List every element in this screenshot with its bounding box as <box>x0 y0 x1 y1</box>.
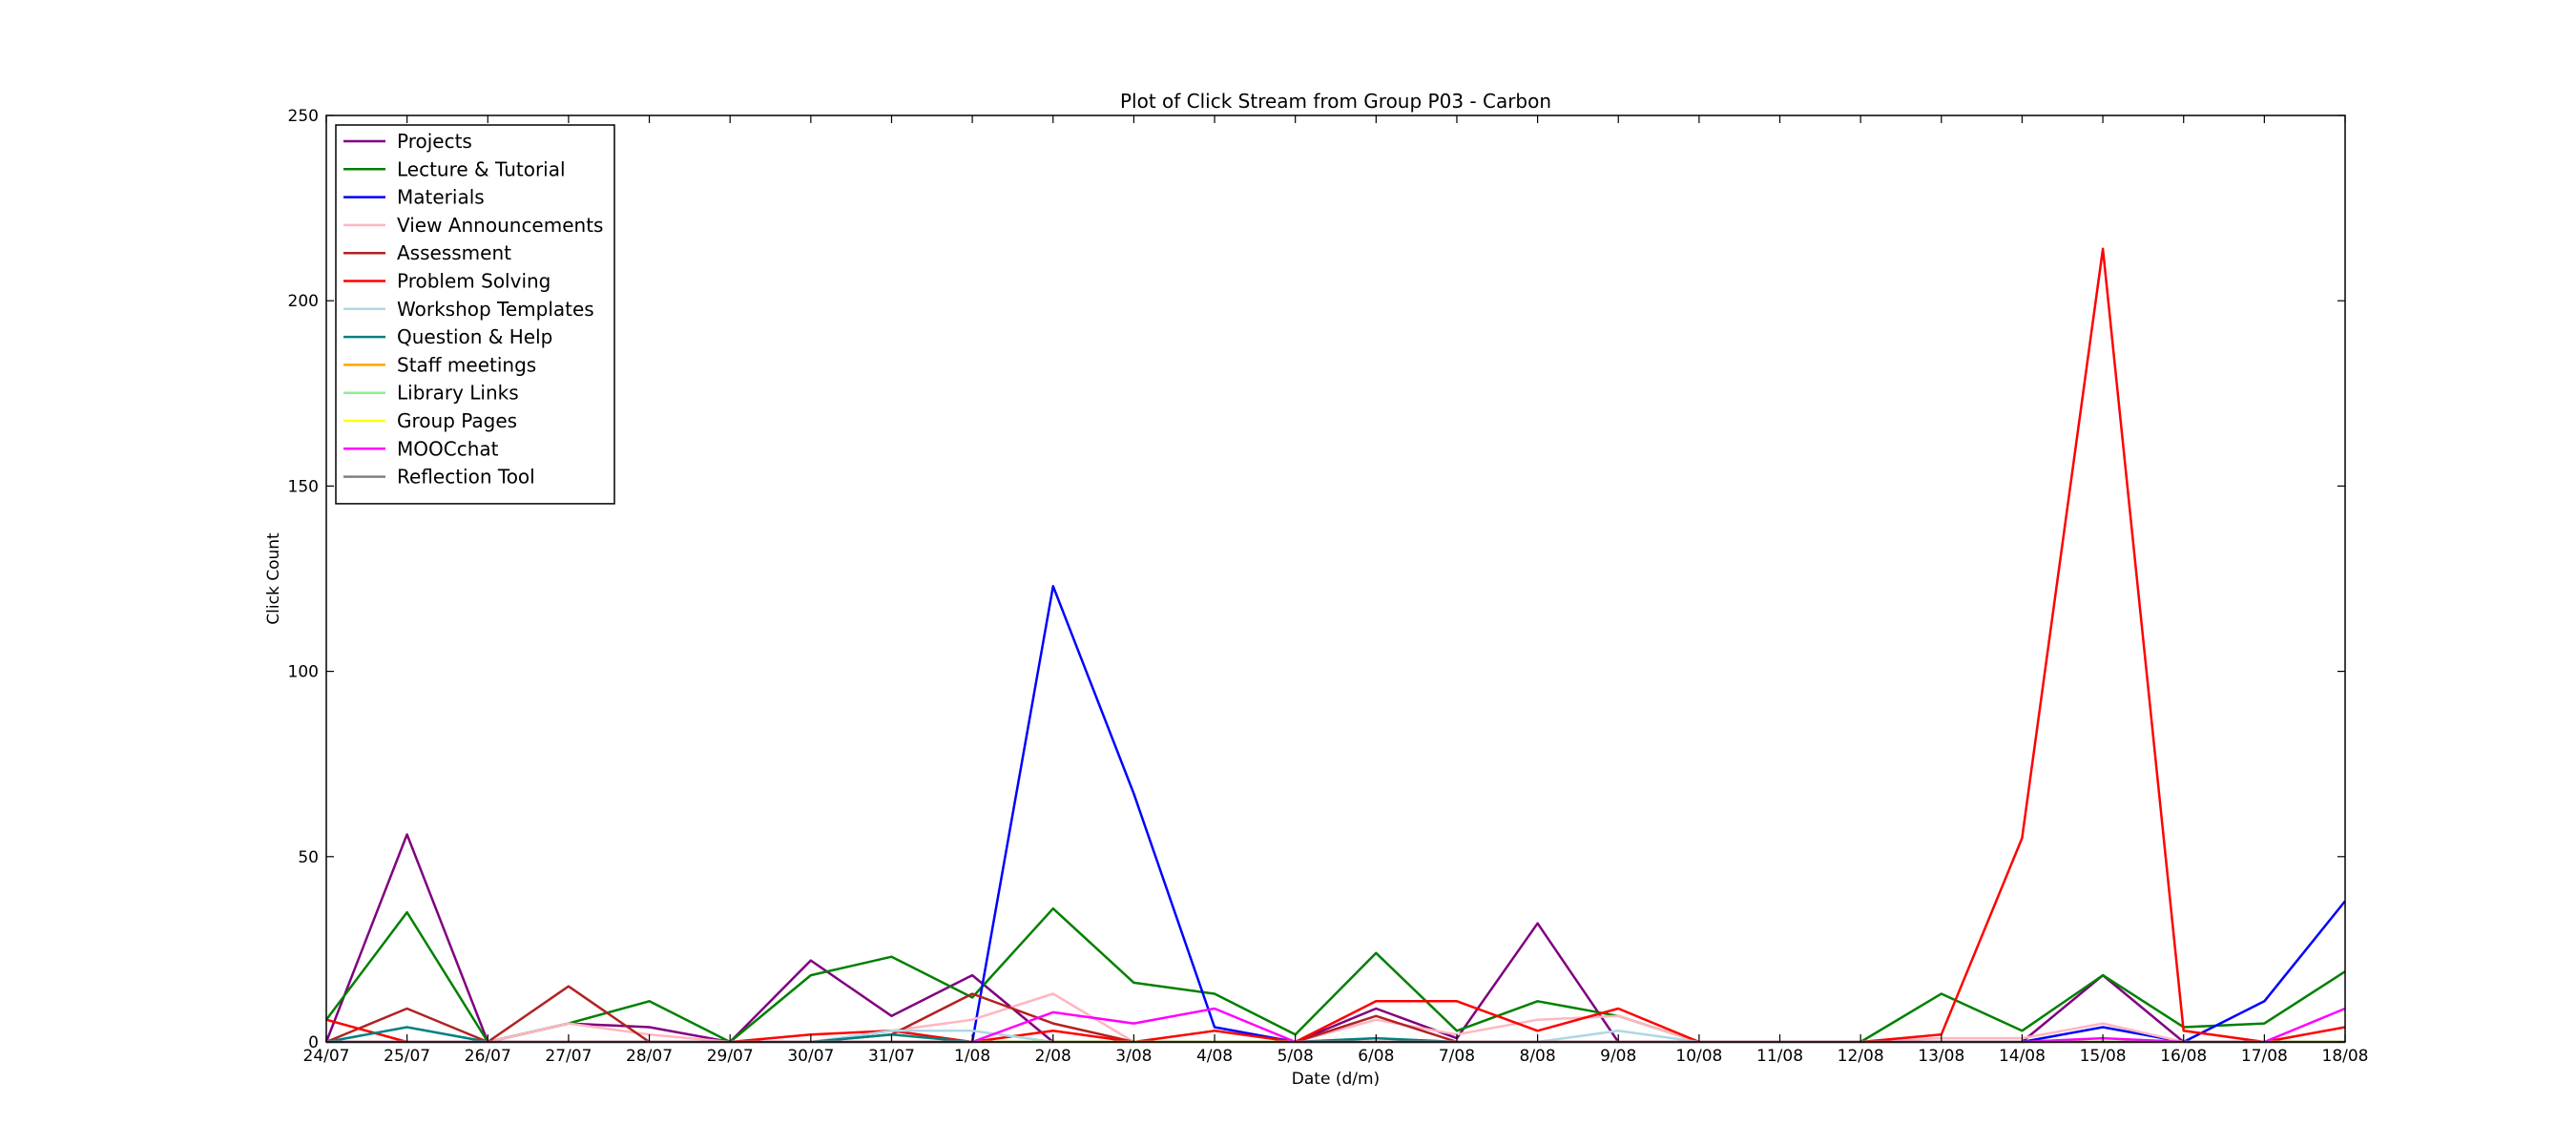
series-line-lecture-tutorial <box>325 906 2346 1044</box>
y-axis-title: Click Count <box>264 532 283 625</box>
legend-label: View Announcements <box>397 214 603 237</box>
chart-title: Plot of Click Stream from Group P03 - Ca… <box>1120 90 1551 113</box>
legend-box <box>335 124 615 505</box>
x-axis-title: Date (d/m) <box>1292 1070 1380 1089</box>
x-tick-label: 17/08 <box>2241 1047 2288 1066</box>
y-tick-label: 150 <box>288 477 319 496</box>
y-tick-label: 0 <box>308 1033 319 1052</box>
legend-label: Reflection Tool <box>397 466 535 489</box>
x-tick-label: 16/08 <box>2160 1047 2207 1066</box>
legend-label: Assessment <box>397 241 511 264</box>
x-tick-label: 25/07 <box>384 1047 430 1066</box>
x-tick-label: 1/08 <box>954 1047 990 1066</box>
legend-label: Group Pages <box>397 409 517 432</box>
x-tick-label: 24/07 <box>303 1047 350 1066</box>
legend-label: Staff meetings <box>397 353 536 376</box>
x-tick-label: 11/08 <box>1756 1047 1803 1066</box>
x-tick-label: 13/08 <box>1918 1047 1964 1066</box>
x-tick-label: 26/07 <box>465 1047 511 1066</box>
legend-label: Problem Solving <box>397 270 551 293</box>
x-tick-label: 5/08 <box>1278 1047 1314 1066</box>
x-tick-label: 30/07 <box>787 1047 834 1066</box>
x-tick-label: 27/07 <box>545 1047 592 1066</box>
y-tick-label: 100 <box>288 663 319 682</box>
legend-label: Question & Help <box>397 325 552 348</box>
x-tick-label: 15/08 <box>2080 1047 2127 1066</box>
legend-label: MOOCchat <box>397 437 499 460</box>
legend-label: Materials <box>397 186 485 209</box>
x-tick-label: 14/08 <box>1999 1047 2046 1066</box>
legend-label: Lecture & Tutorial <box>397 157 566 180</box>
x-tick-label: 8/08 <box>1520 1047 1556 1066</box>
series-line-view-announcements <box>326 992 2345 1044</box>
x-tick-label: 10/08 <box>1675 1047 1722 1066</box>
plot-frame <box>325 114 2346 1043</box>
x-tick-label: 9/08 <box>1600 1047 1636 1066</box>
legend: Projects Lecture & Tutorial Materials View … <box>335 124 615 505</box>
y-tick-label: 250 <box>288 107 319 126</box>
y-tick-label: 50 <box>298 848 319 867</box>
x-tick-label: 3/08 <box>1115 1047 1152 1066</box>
x-tick-label: 29/07 <box>707 1047 754 1066</box>
x-tick-label: 7/08 <box>1439 1047 1475 1066</box>
x-tick-label: 31/07 <box>868 1047 915 1066</box>
x-tick-label: 18/08 <box>2322 1047 2369 1066</box>
ticks-layer: 24/07 25/07 26/07 27/07 28/07 29/07 30/07 31/07… <box>288 107 2369 1066</box>
legend-label: Library Links <box>397 382 519 405</box>
x-tick-label: 4/08 <box>1196 1047 1233 1066</box>
legend-label: Projects <box>397 130 472 153</box>
x-tick-label: 28/07 <box>626 1047 673 1066</box>
y-tick-label: 200 <box>288 292 319 311</box>
legend-label: Workshop Templates <box>397 298 594 321</box>
x-tick-label: 2/08 <box>1035 1047 1071 1066</box>
x-tick-label: 12/08 <box>1838 1047 1884 1066</box>
x-tick-label: 6/08 <box>1358 1047 1394 1066</box>
